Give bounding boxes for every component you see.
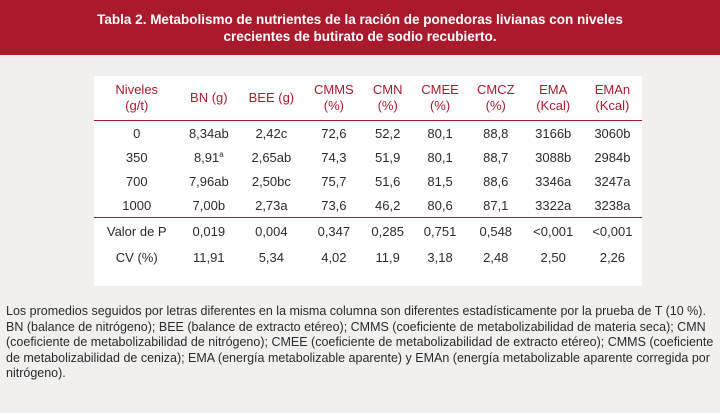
table-cell: 2,26 <box>599 249 626 265</box>
table-cell: 51,9 <box>375 149 401 165</box>
table-cell: 0,285 <box>363 217 413 244</box>
nutrient-metabolism-table: Niveles (g/t) BN (g) BEE (g) CMMS (%) CMN (%) CM… <box>94 76 642 270</box>
table-cell: 2,65ab <box>251 149 292 165</box>
table-title-line-1: Tabla 2. Metabolismo de nutrientes de la… <box>97 12 623 27</box>
table-cell: 75,7 <box>321 173 347 189</box>
table-cell: 88,6 <box>483 173 509 189</box>
table-cell: 3346a <box>535 173 572 189</box>
table-row: 1000 7,00b 2,73a 73,6 46,2 80,6 87,1 3322a 3238a <box>94 193 642 218</box>
table-cell: 0 <box>133 125 141 141</box>
table-cell: 3247a <box>594 173 631 189</box>
table-cell: 88,7 <box>483 149 509 165</box>
table-cell: 2,42c <box>255 125 288 141</box>
table-cell: 0,347 <box>304 217 364 244</box>
table-cell: 8,91a <box>193 149 224 165</box>
table-cell: 3166b <box>535 125 572 141</box>
table-cell: 8,34ab <box>188 125 229 141</box>
table-cell: 51,6 <box>375 173 401 189</box>
column-header-3: CMMS (%) <box>304 76 364 121</box>
table-title-line-2: crecientes de butirato de sodio recubier… <box>223 29 497 44</box>
table-cell: 2,50 <box>540 249 566 265</box>
column-header-6: CMCZ (%) <box>467 76 524 121</box>
table-cell: 80,1 <box>427 125 453 141</box>
table-cell: 700 <box>125 173 148 189</box>
table-cell: Valor de P <box>94 217 180 244</box>
cv-row: CV (%) 11,91 5,34 4,02 11,9 3,18 2,48 2,50 2,26 <box>94 244 642 270</box>
table-row: 700 7,96ab 2,50bc 75,7 51,6 81,5 88,6 3346a 3247… <box>94 169 642 193</box>
table-cell: 3088b <box>535 149 572 165</box>
table-cell: 11,9 <box>375 249 400 265</box>
table-cell: 4,02 <box>321 249 347 265</box>
table-cell: CV (%) <box>115 249 158 265</box>
table-body: 0 8,34ab 2,42c 72,6 52,2 80,1 88,8 3166b 3060b 35… <box>94 121 642 271</box>
table-cell: 74,3 <box>321 149 347 165</box>
table-title-banner: Tabla 2. Metabolismo de nutrientes de la… <box>0 0 720 55</box>
table-cell: 87,1 <box>483 197 509 213</box>
column-header-2: BEE (g) <box>238 76 305 121</box>
table-cell: 1000 <box>122 197 152 213</box>
column-header-1: BN (g) <box>179 76 239 121</box>
table-cell: 11,91 <box>193 249 225 265</box>
table-cell: <0,001 <box>523 217 583 244</box>
table-cell: 0,548 <box>467 217 524 244</box>
table-cell: 52,2 <box>375 125 401 141</box>
table-cell: 3,18 <box>427 249 453 265</box>
p-value-row: Valor de P 0,019 0,004 0,347 0,285 0,751 0,548… <box>94 217 642 244</box>
table-cell: 46,2 <box>375 197 401 213</box>
table-cell: 2,50bc <box>251 173 291 189</box>
table-cell: 0,019 <box>179 217 239 244</box>
table-footnotes: Los promedios seguidos por letras difere… <box>6 304 716 382</box>
column-header-0: Niveles (g/t) <box>94 76 180 121</box>
column-header-8: EMAn (Kcal) <box>582 76 642 121</box>
table-cell: 0,751 <box>412 217 468 244</box>
table-row: 350 8,91a 2,65ab 74,3 51,9 80,1 88,7 3088b 2984b <box>94 145 642 169</box>
table-cell: 72,6 <box>321 125 347 141</box>
table-header-row: Niveles (g/t) BN (g) BEE (g) CMMS (%) CMN (%) CM… <box>94 76 642 121</box>
footnote-abbreviations: BN (balance de nitrógeno); BEE (balance … <box>6 319 714 381</box>
column-header-4: CMN (%) <box>363 76 413 121</box>
column-header-7: EMA (Kcal) <box>523 76 583 121</box>
table-cell: 80,1 <box>427 149 453 165</box>
table-cell: 80,6 <box>427 197 453 213</box>
footnote-significance: Los promedios seguidos por letras difere… <box>6 304 706 318</box>
table-cell: 0,004 <box>238 217 305 244</box>
table-cell: 3238a <box>594 197 631 213</box>
table-cell: <0,001 <box>582 217 642 244</box>
table-cell: 5,34 <box>258 249 285 265</box>
table-cell: 350 <box>125 149 148 165</box>
column-header-5: CMEE (%) <box>412 76 468 121</box>
table-cell: 2984b <box>594 149 631 165</box>
table-cell: 2,73a <box>255 197 288 213</box>
table-cell: 88,8 <box>483 125 509 141</box>
table-cell: 73,6 <box>321 197 347 213</box>
table-cell: 2,48 <box>483 249 509 265</box>
table-cell: 3322a <box>535 197 572 213</box>
table-cell: 3060b <box>594 125 631 141</box>
table-cell: 7,00b <box>192 197 226 213</box>
table-cell: 81,5 <box>427 173 453 189</box>
table-cell: 7,96ab <box>188 173 229 189</box>
table-row: 0 8,34ab 2,42c 72,6 52,2 80,1 88,8 3166b 3060b <box>94 121 642 146</box>
cell-superscript: a <box>219 149 224 159</box>
